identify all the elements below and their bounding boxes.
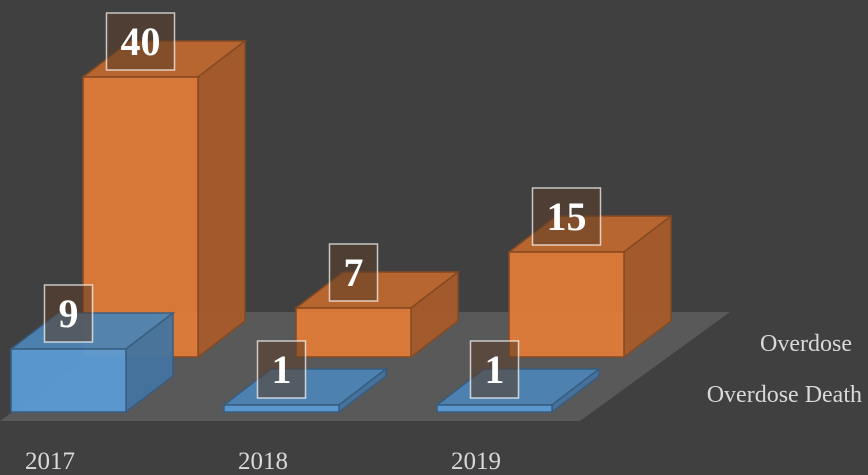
bar-front [295,307,412,358]
data-label-box [105,12,176,71]
data-label: 1 [272,347,292,392]
x-tick-label: 2018 [238,448,288,475]
data-label: 1 [485,347,505,392]
bar-front [508,251,625,358]
bar-side [197,39,246,359]
x-tick-label: 2019 [451,448,501,475]
bar-front [10,348,127,413]
bar-front [82,76,199,358]
legend-entry: Overdose [760,331,852,357]
data-label: 15 [547,194,587,239]
data-label-box [469,340,520,399]
data-label: 7 [344,250,364,295]
bar-front [436,404,553,413]
data-label: 9 [59,291,79,336]
data-label-box [531,187,602,246]
data-label-box [43,284,94,343]
x-tick-label: 2017 [25,448,75,475]
bar [80,39,248,359]
data-label-box [328,243,379,302]
bar-front [223,404,340,413]
data-label: 40 [121,19,161,64]
legend-entry: Overdose Death [707,382,862,408]
data-label-box [256,340,307,399]
